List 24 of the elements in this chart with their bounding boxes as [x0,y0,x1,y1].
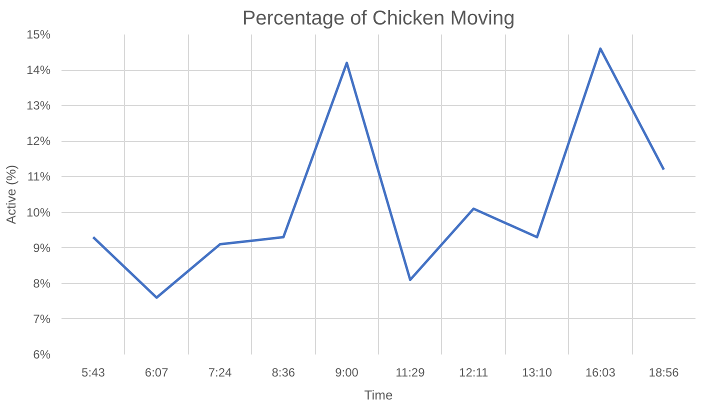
x-tick-label: 7:24 [208,366,232,380]
x-tick-label: 11:29 [396,366,426,380]
x-tick-label: 13:10 [522,366,552,380]
y-tick-label: 15% [26,28,51,42]
x-tick-label: 5:43 [82,366,106,380]
y-tick-label: 14% [26,63,51,78]
x-tick-label: 8:36 [272,366,296,380]
x-axis-title: Time [364,388,393,402]
y-tick-label: 12% [26,134,51,148]
y-tick-label: 7% [33,312,51,326]
y-tick-label: 9% [33,240,51,255]
y-tick-label: 13% [26,98,51,113]
x-tick-label: 16:03 [585,366,616,380]
y-tick-label: 8% [33,276,51,290]
x-tick-label: 6:07 [144,366,169,380]
y-tick-label: 6% [33,348,51,362]
x-tick-label: 9:00 [335,366,359,380]
chart-title: Percentage of Chicken Moving [242,8,515,30]
y-tick-label: 11% [27,170,51,184]
y-tick-label: 10% [26,205,51,220]
y-axis-title: Active (%) [3,164,18,224]
x-tick-label: 18:56 [648,366,680,380]
x-tick-label: 12:11 [459,366,488,380]
line-series [92,47,666,299]
